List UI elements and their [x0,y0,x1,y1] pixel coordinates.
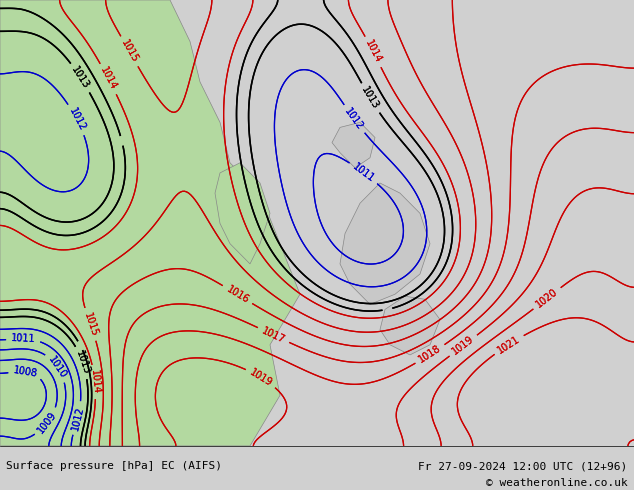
Text: 1020: 1020 [534,287,560,310]
Polygon shape [332,122,375,168]
Text: 1018: 1018 [417,343,443,365]
Text: 1014: 1014 [363,39,383,65]
Text: 1008: 1008 [13,365,38,379]
Polygon shape [215,163,270,264]
Text: 1009: 1009 [36,410,59,435]
Text: 1018: 1018 [417,343,443,365]
Text: 1011: 1011 [11,333,36,344]
Text: 1015: 1015 [119,38,139,65]
Text: 1014: 1014 [98,66,119,92]
Text: 1010: 1010 [46,354,68,380]
Text: 1019: 1019 [248,367,274,388]
Text: 1014: 1014 [98,66,119,92]
Text: 1013: 1013 [74,349,91,376]
Text: 1012: 1012 [343,106,365,132]
Text: 1014: 1014 [89,369,101,394]
Polygon shape [340,183,430,304]
Text: 1017: 1017 [261,325,287,345]
Text: 1011: 1011 [351,162,377,184]
Text: 1014: 1014 [363,39,383,65]
Text: 1019: 1019 [451,334,476,357]
Text: 1015: 1015 [82,311,100,338]
Text: 1015: 1015 [82,311,100,338]
Text: Fr 27-09-2024 12:00 UTC (12+96): Fr 27-09-2024 12:00 UTC (12+96) [418,462,628,471]
Text: © weatheronline.co.uk: © weatheronline.co.uk [486,478,628,488]
Text: 1013: 1013 [70,65,91,91]
Text: 1012: 1012 [67,106,87,133]
Text: 1015: 1015 [119,38,139,65]
Text: 1013: 1013 [74,349,91,376]
Text: 1017: 1017 [261,325,287,345]
Text: 1019: 1019 [451,334,476,357]
Text: 1021: 1021 [496,334,522,355]
Text: 1012: 1012 [70,405,86,431]
Polygon shape [380,296,440,355]
Text: Surface pressure [hPa] EC (AIFS): Surface pressure [hPa] EC (AIFS) [6,462,223,471]
Text: 1013: 1013 [359,85,381,111]
Text: 1012: 1012 [70,405,86,431]
Text: 1019: 1019 [248,367,274,388]
Text: 1011: 1011 [351,162,377,184]
Polygon shape [0,0,300,446]
Text: 1012: 1012 [67,106,87,133]
Text: 1016: 1016 [224,284,250,305]
Text: 1008: 1008 [13,365,38,379]
Text: 1012: 1012 [343,106,365,132]
Text: 1020: 1020 [534,287,560,310]
Text: 1013: 1013 [359,85,381,111]
Text: 1021: 1021 [496,334,522,355]
Text: 1011: 1011 [11,333,36,344]
Text: 1009: 1009 [36,410,59,435]
Text: 1010: 1010 [46,354,68,380]
Text: 1016: 1016 [224,284,250,305]
Text: 1013: 1013 [70,65,91,91]
Text: 1014: 1014 [89,369,101,394]
